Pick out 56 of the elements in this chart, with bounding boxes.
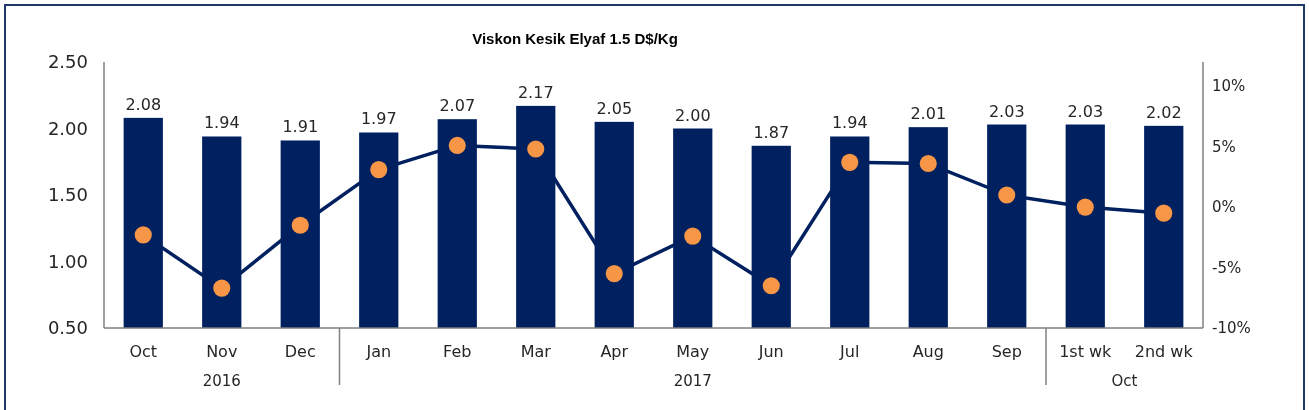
text: 2016 (202, 372, 241, 390)
x-tick-label: Aug (912, 342, 944, 361)
x-tick-label: Sep (991, 342, 1022, 361)
x-tick-label: Feb (443, 342, 472, 361)
data-label: 2.03 (1067, 101, 1104, 121)
y2-tick-label: 10% (1212, 77, 1246, 96)
y2-tick-label: -5% (1212, 258, 1242, 277)
data-label: 2.01 (910, 104, 947, 124)
point (684, 227, 702, 245)
data-label: 1.94 (831, 113, 868, 133)
x-tick-label: Jun (757, 342, 784, 361)
data-label: 2.05 (596, 98, 633, 118)
point (213, 279, 231, 297)
data-label: 2.17 (517, 82, 554, 102)
x-tick-label: Dec (284, 342, 316, 361)
y-tick-label: 1.50 (47, 184, 88, 206)
point (919, 155, 937, 173)
point (762, 277, 780, 295)
y2-tick-label: 0% (1212, 198, 1236, 217)
y2-tick-label: -10% (1212, 319, 1251, 338)
x-tick-label: 1st wk (1059, 342, 1113, 361)
data-label: 2.08 (125, 94, 162, 114)
y-tick-label: 2.50 (47, 51, 88, 73)
x-tick-label: Nov (206, 342, 238, 361)
chart-title: Viskon Kesik Elyaf 1.5 D$/Kg (472, 30, 678, 47)
data-label: 2.00 (674, 105, 711, 125)
data-label: 1.97 (360, 109, 397, 129)
y2-tick-label: 5% (1212, 137, 1236, 156)
x-tick-label: Oct (129, 342, 158, 361)
point (605, 265, 623, 283)
point (1155, 204, 1173, 222)
x-tick-label: Jul (839, 342, 860, 361)
y-tick-label: 0.50 (47, 317, 88, 339)
data-label: 1.87 (753, 122, 790, 142)
point (998, 186, 1016, 204)
point (448, 136, 466, 154)
data-label: 2.07 (439, 96, 476, 116)
point (134, 226, 152, 244)
x-tick-label: May (676, 342, 710, 361)
point (527, 140, 545, 158)
text: Oct (1111, 372, 1138, 390)
text: 2017 (673, 372, 712, 390)
y-tick-label: 2.00 (47, 117, 88, 139)
data-label: 1.94 (203, 113, 240, 133)
y-tick-label: 1.00 (47, 250, 88, 272)
point (1076, 198, 1094, 216)
point (370, 161, 388, 179)
data-label: 2.03 (988, 101, 1025, 121)
x-tick-label: 2nd wk (1134, 342, 1194, 361)
point (291, 216, 309, 234)
data-label: 2.02 (1145, 102, 1182, 122)
data-label: 1.91 (282, 117, 319, 137)
x-tick-label: Mar (520, 342, 552, 361)
x-tick-label: Apr (600, 342, 629, 361)
x-tick-label: Jan (365, 342, 392, 361)
point (841, 153, 859, 171)
